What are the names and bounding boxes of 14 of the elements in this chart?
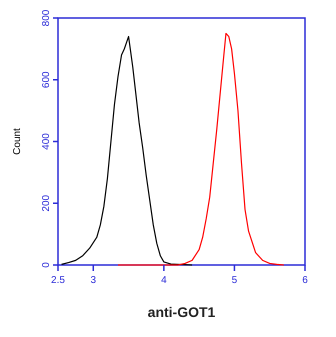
x-tick-label: 2.5 [51, 275, 66, 286]
y-tick-label: 0 [41, 262, 52, 268]
y-axis-title: Count [12, 128, 23, 155]
x-tick-label: 6 [302, 275, 308, 286]
x-tick-label: 4 [161, 275, 168, 286]
y-tick-label: 800 [41, 9, 52, 26]
line-series [117, 32, 284, 266]
y-tick-label: 400 [41, 132, 52, 150]
x-tick-label: 3 [90, 275, 97, 286]
y-tick-label: 200 [41, 194, 52, 212]
x-tick-label: 5 [232, 275, 238, 286]
line-series [60, 36, 193, 266]
x-axis-title: anti-GOT1 [148, 304, 216, 320]
y-tick-label: 600 [41, 70, 52, 88]
